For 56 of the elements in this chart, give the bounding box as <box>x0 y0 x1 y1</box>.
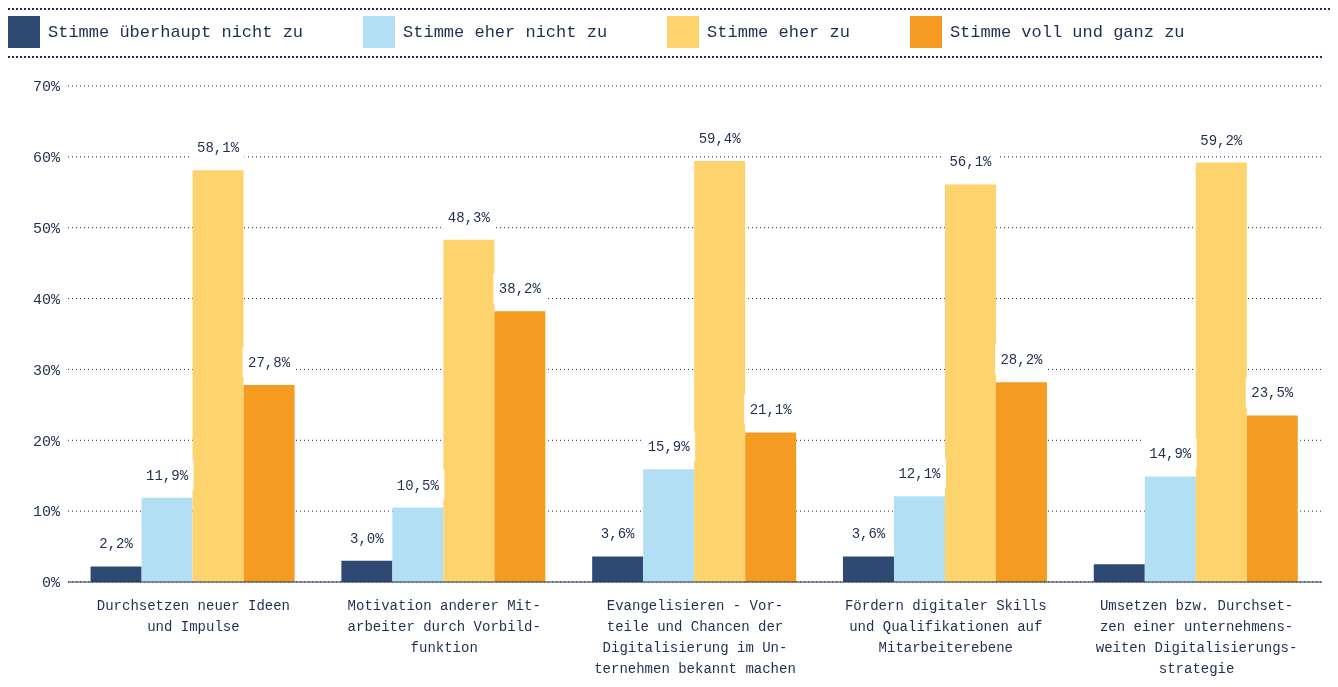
data-label: 12,1% <box>898 466 942 483</box>
data-label: 11,9% <box>146 467 189 484</box>
bar <box>90 566 142 582</box>
y-tick-label: 20% <box>32 433 61 451</box>
y-tick-label: 10% <box>32 504 61 522</box>
data-label: 14,9% <box>1149 446 1192 463</box>
bar <box>392 507 444 582</box>
legend-label: Stimme eher zu <box>707 22 850 42</box>
bar <box>592 556 644 582</box>
data-label: 59,2% <box>1200 132 1243 149</box>
bar <box>694 161 746 582</box>
data-label: 21,1% <box>749 402 793 419</box>
x-tick-label: Evangelisieren - Vor- teile und Chancen der Digitalisierung im Un- ternehmen bekannt machen <box>594 598 796 677</box>
bar <box>893 496 945 582</box>
legend-label: Stimme überhaupt nicht zu <box>48 22 304 42</box>
data-label: 23,5% <box>1251 385 1294 402</box>
bar <box>341 560 393 582</box>
data-label: 58,1% <box>197 140 240 157</box>
bar <box>1246 415 1298 582</box>
bar <box>494 311 546 582</box>
y-tick-label: 50% <box>32 221 61 239</box>
bar <box>745 432 797 582</box>
x-tick-label: Motivation anderer Mit- arbeiter durch Vorbild- funktion <box>347 598 541 656</box>
data-label: 10,5% <box>396 477 440 494</box>
bar <box>141 497 193 582</box>
bar <box>1093 564 1145 582</box>
x-tick-label: Fördern digitaler Skills und Qualifikationen auf Mitarbeiterebene <box>844 598 1047 656</box>
data-label: 38,2% <box>498 281 542 298</box>
data-label: 3,0% <box>350 530 385 547</box>
bar <box>1144 476 1196 582</box>
legend-label: Stimme eher nicht zu <box>403 22 608 42</box>
data-label: 3,6% <box>600 526 636 543</box>
legend-label: Stimme voll und ganz zu <box>949 22 1185 42</box>
data-label: 48,3% <box>447 209 491 226</box>
data-label: 2,2% <box>99 536 134 553</box>
data-label: 59,4% <box>698 131 742 148</box>
bar <box>1195 162 1247 582</box>
data-label: 27,8% <box>248 355 291 372</box>
data-label: 28,2% <box>1000 352 1044 369</box>
y-tick-label: 30% <box>32 362 61 380</box>
data-label: 3,6% <box>851 526 886 543</box>
y-tick-label: 40% <box>32 291 61 309</box>
y-tick-label: 70% <box>32 79 61 97</box>
bar <box>842 556 894 582</box>
bar <box>243 385 295 582</box>
data-label: 15,9% <box>647 439 691 456</box>
y-tick-label: 60% <box>32 150 61 168</box>
bar <box>995 382 1047 582</box>
x-tick-label: Umsetzen bzw. Durchset- zen einer unternehmens- weiten Digitalisierungs- strategie <box>1095 598 1298 677</box>
bar <box>944 184 996 582</box>
bar <box>643 469 695 582</box>
y-tick-label: 0% <box>41 575 61 593</box>
bar <box>443 239 495 582</box>
bar <box>192 170 244 582</box>
x-tick-label: Durchsetzen neuer Ideen und Impulse <box>96 598 291 635</box>
data-label: 56,1% <box>949 154 993 171</box>
